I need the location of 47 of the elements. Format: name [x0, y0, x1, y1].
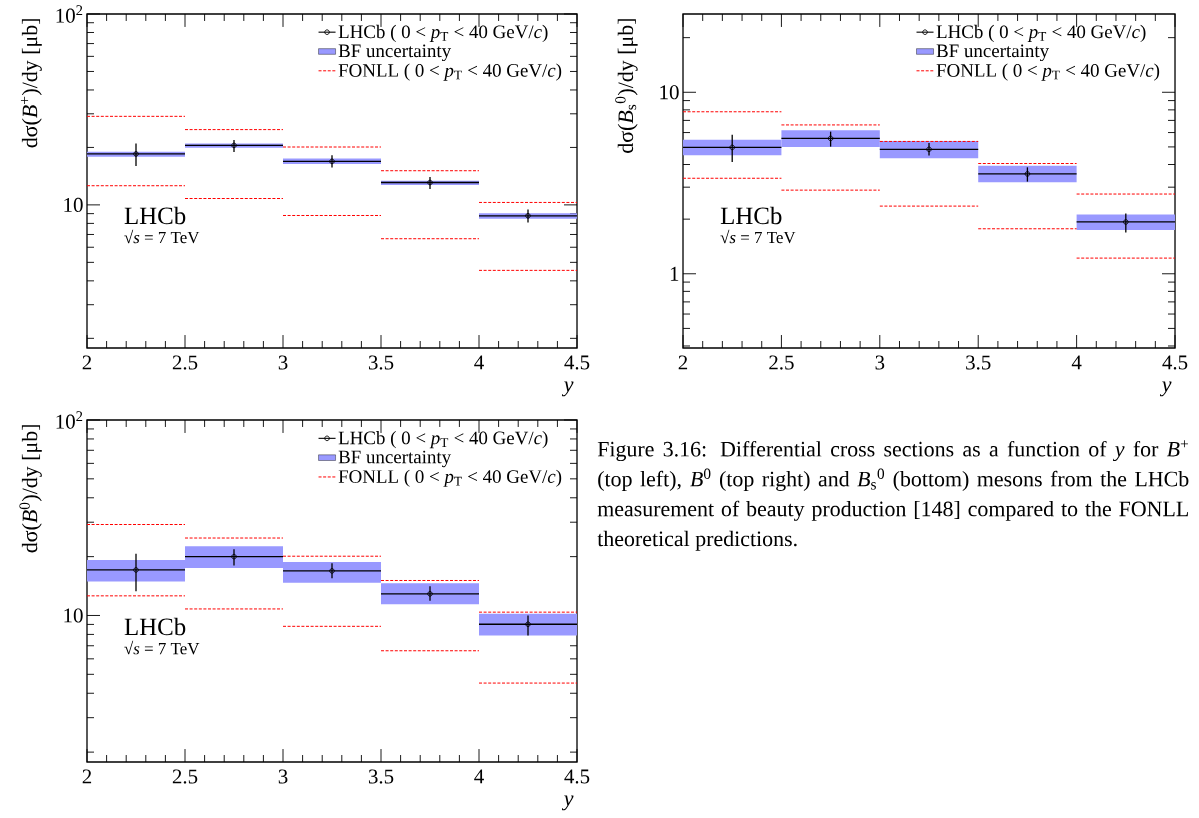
- y-tick-label: 10: [64, 608, 83, 623]
- annotation: √s = 7 TeV: [720, 229, 796, 244]
- x-tick-label: 2: [82, 355, 92, 370]
- x-axis-title: y: [561, 381, 574, 397]
- legend-label: BF uncertainty: [338, 44, 452, 62]
- x-tick-label: 3.5: [368, 769, 394, 784]
- legend-label: FONLL ( 0 < p$_{T}$ < 40 GeV/c): [936, 63, 1160, 81]
- x-axis-title: y: [1159, 381, 1172, 397]
- x-tick-label: 4: [474, 355, 484, 370]
- bar: [479, 613, 577, 636]
- y-tick-label: 10: [660, 85, 679, 100]
- legend-label: FONLL ( 0 < p$_{T}$ < 40 GeV/c): [338, 469, 562, 487]
- y-tick-label: 10$^{2}$: [56, 5, 83, 23]
- y-axis-title: dσ(B$_{s}$$^{0}$)/dy [μb]: [615, 19, 638, 153]
- y-axis-title: dσ(B$^{+}$)/dy [μb]: [20, 19, 42, 148]
- x-tick-label: 4.5: [564, 355, 590, 370]
- y-tick-label: 1: [670, 266, 679, 281]
- x-tick-label: 4.5: [564, 769, 590, 784]
- x-tick-label: 2.5: [172, 769, 198, 784]
- x-tick-label: 3.5: [368, 355, 394, 370]
- x-tick-label: 4.5: [1162, 355, 1188, 370]
- annotation: LHCb: [720, 206, 782, 225]
- y-axis-title: dσ(B$^{0}$)/dy [μb]: [19, 425, 42, 553]
- legend-label: BF uncertainty: [338, 450, 452, 468]
- x-tick-label: 2: [82, 769, 92, 784]
- text: Figure 3.16: Differential cross sections as a function of y for B$^{+}$ (top left), B$^{0}$ (top right) and B$_{s}$$^{0}$ (bottom) mesons from the LHCb measurement of beauty production [148] compared to the FONLL theoretical predictions.: [597, 440, 1189, 551]
- x-tick-label: 3: [278, 355, 288, 370]
- x-tick-label: 3.5: [966, 355, 991, 370]
- x-tick-label: 2.5: [769, 355, 794, 370]
- legend-label: BF uncertainty: [936, 44, 1050, 62]
- legend-label: LHCb ( 0 < p$_{T}$ < 40 GeV/c): [338, 24, 548, 43]
- x-tick-label: 4: [474, 769, 484, 784]
- x-tick-label: 2.5: [172, 355, 198, 370]
- annotation: LHCb: [124, 206, 186, 225]
- legend-label: LHCb ( 0 < p$_{T}$ < 40 GeV/c): [936, 24, 1146, 43]
- y-tick-label: 10$^{2}$: [56, 411, 83, 429]
- y-tick-label: 10: [64, 197, 83, 212]
- annotation: LHCb: [124, 617, 186, 636]
- x-tick-label: 3: [875, 355, 885, 370]
- x-axis-title: y: [561, 795, 574, 811]
- annotation: √s = 7 TeV: [124, 229, 200, 244]
- annotation: √s = 7 TeV: [124, 640, 200, 655]
- legend-label: FONLL ( 0 < p$_{T}$ < 40 GeV/c): [338, 63, 562, 81]
- x-tick-label: 2: [678, 355, 688, 370]
- x-tick-label: 3: [278, 769, 288, 784]
- x-tick-label: 4: [1071, 355, 1082, 370]
- legend-label: LHCb ( 0 < p$_{T}$ < 40 GeV/c): [338, 431, 548, 449]
